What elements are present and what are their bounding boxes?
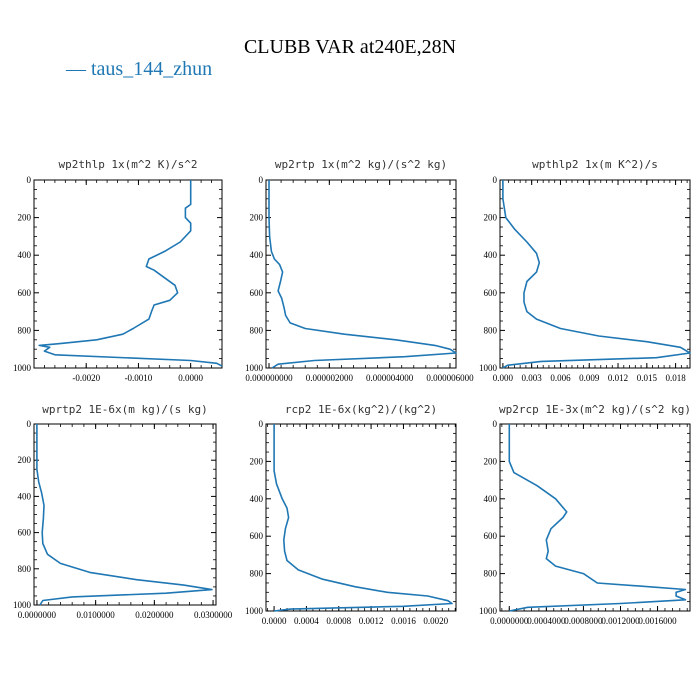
figure-title: CLUBB VAR at240E,28N [243,36,457,58]
x-tick-label: 0.0000 [178,373,203,383]
x-tick-label: 0.0016 [391,616,416,626]
y-tick-label: 0 [493,419,498,429]
y-tick-label: 800 [250,569,264,579]
x-tick-label: 0.0300000 [194,610,233,620]
y-tick-label: 600 [18,288,32,298]
y-tick-label: 600 [484,531,498,541]
x-tick-label: 0.0004 [294,616,319,626]
y-tick-label: 400 [18,250,32,260]
x-tick-label: 0.003 [522,373,543,383]
y-tick-label: 400 [250,494,264,504]
series-line [508,424,687,612]
plot-frame [499,423,691,612]
subplot-5: rcp2 1E-6x(kg^2)/(kg^2) 0 200 400 600 800 1000… [245,403,457,626]
x-tick-label: 0.0012000 [601,616,640,626]
subplot-title: wprtp2 1E-6x(m kg)/(s kg) [42,403,208,416]
x-tick-label: -0.0010 [125,373,153,383]
y-tick-label: 600 [250,531,264,541]
y-tick-label: 200 [484,456,498,466]
series-line [273,424,453,612]
x-tick-label: 0.000002000 [306,373,354,383]
y-tick-label: 1000 [245,606,264,616]
y-tick-label: 1000 [479,363,498,373]
subplot-2: wp2rtp 1x(m^2 kg)/(s^2 kg) 0 200 400 600 800 1… [245,158,474,383]
x-tick-label: 0.0020 [423,616,448,626]
y-tick-label: 600 [250,288,264,298]
y-tick-label: 800 [484,325,498,335]
plot-frame [33,179,223,369]
series-line [268,180,457,369]
x-tick-label: 0.000000000 [245,373,293,383]
y-tick-label: 400 [484,494,498,504]
subplot-title: wp2thlp 1x(m^2 K)/s^2 [58,158,197,171]
y-tick-label: 200 [18,213,32,223]
series-line [502,180,691,369]
x-tick-label: 0.0004000 [527,616,566,626]
plot-frame [265,423,457,612]
plot-frame [265,179,457,369]
x-tick-label: 0.006 [550,373,571,383]
subplot-title: rcp2 1E-6x(kg^2)/(kg^2) [285,403,437,416]
y-tick-label: 0 [259,175,264,185]
legend-line-marker: — [66,58,86,80]
x-tick-label: 0.018 [665,373,686,383]
subplot-1: wp2thlp 1x(m^2 K)/s^2 0 200 400 600 800 1000 -0… [13,158,223,383]
y-tick-label: 800 [18,325,32,335]
y-tick-label: 800 [484,569,498,579]
plot-frame [499,179,691,369]
y-tick-label: 0 [259,419,264,429]
y-tick-label: 1000 [13,363,32,373]
y-tick-label: 400 [250,250,264,260]
x-tick-label: 0.009 [579,373,600,383]
y-tick-label: 800 [18,564,32,574]
x-tick-label: 0.0100000 [77,610,116,620]
subplot-4: wprtp2 1E-6x(m kg)/(s kg) 0 200 400 600 800 10… [13,403,233,620]
y-tick-label: 0 [27,419,32,429]
x-tick-label: 0.0008000 [564,616,603,626]
x-tick-label: 0.0000 [262,616,287,626]
y-tick-label: 1000 [245,363,264,373]
subplot-title: wpthlp2 1x(m K^2)/s [532,158,658,171]
x-tick-label: 0.000006000 [426,373,474,383]
x-tick-label: 0.0000000 [490,616,529,626]
x-tick-label: 0.0200000 [135,610,174,620]
x-tick-label: 0.0008 [326,616,351,626]
subplot-3: wpthlp2 1x(m K^2)/s020040060080010000.00… [479,158,691,383]
subplot-6: wp2rcp 1E-3x(m^2 kg)/(s^2 kg)0 200 400 600 8… [479,403,691,626]
y-tick-label: 200 [250,213,264,223]
x-tick-label: 0.015 [637,373,658,383]
x-tick-label: 0.000 [493,373,514,383]
y-tick-label: 0 [493,175,498,185]
y-tick-label: 600 [484,288,498,298]
x-tick-label: 0.0012 [359,616,384,626]
x-tick-label: 0.0000000 [18,610,57,620]
legend: — taus_144_zhun [66,58,212,81]
x-tick-label: 0.0016000 [638,616,677,626]
y-tick-label: 600 [18,528,32,538]
y-tick-label: 1000 [479,606,498,616]
series-line [38,180,223,367]
x-tick-label: 0.000004000 [366,373,414,383]
x-tick-label: -0.0020 [72,373,100,383]
subplot-title: wp2rtp 1x(m^2 kg)/(s^2 kg) [275,158,447,171]
y-tick-label: 0 [27,175,32,185]
subplot-title: wp2rcp 1E-3x(m^2 kg)/(s^2 kg) [499,403,691,416]
y-tick-label: 200 [18,455,32,465]
y-tick-label: 400 [18,491,32,501]
legend-label: taus_144_zhun [91,58,213,80]
y-tick-label: 200 [250,456,264,466]
y-tick-label: 1000 [13,600,32,610]
series-line [36,424,213,606]
y-tick-label: 400 [484,250,498,260]
y-tick-label: 800 [250,325,264,335]
x-tick-label: 0.012 [608,373,628,383]
y-tick-label: 200 [484,213,498,223]
